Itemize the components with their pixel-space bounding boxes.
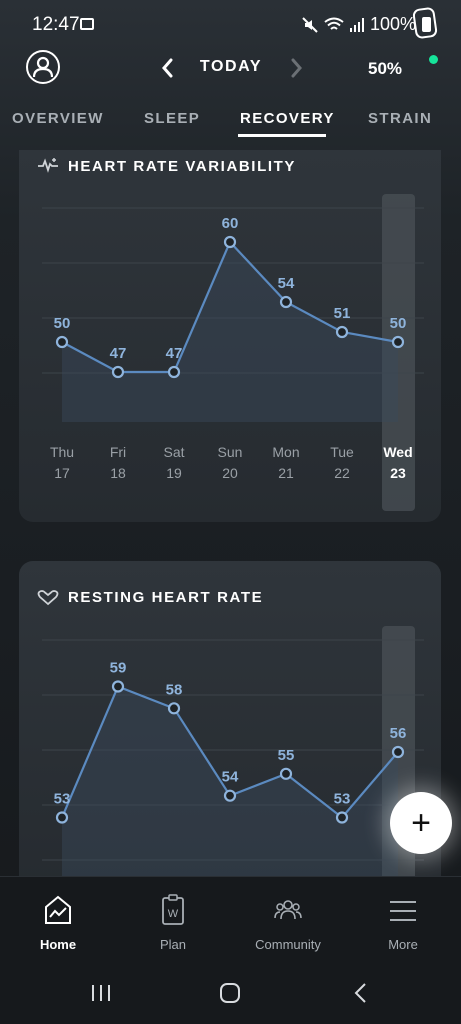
axis-label-sun: Sun 20: [217, 444, 243, 481]
tab-bar: OVERVIEW SLEEP RECOVERY STRAIN: [0, 104, 461, 138]
data-label: 59: [110, 660, 127, 677]
hrv-icon: [38, 158, 58, 173]
community-icon: [274, 900, 302, 920]
rhr-card[interactable]: RESTING HEART RATE 53 59 58 54 55 53 56: [19, 561, 441, 891]
data-point: [223, 789, 237, 802]
data-label: 47: [166, 345, 183, 362]
data-point: [391, 335, 405, 349]
system-nav-bar: [0, 962, 461, 1024]
status-time: 12:47: [32, 14, 80, 35]
tab-overview[interactable]: OVERVIEW: [12, 110, 104, 127]
data-point: [55, 811, 69, 824]
nav-plan-label: Plan: [159, 937, 187, 952]
data-label: 50: [54, 315, 71, 332]
data-label: 54: [278, 275, 295, 292]
data-label: 55: [278, 747, 295, 764]
rhr-chart: 53 59 58 54 55 53 56: [42, 626, 424, 891]
nav-home-label: Home: [39, 937, 77, 952]
profile-icon[interactable]: [26, 50, 60, 84]
axis-label-thu: Thu 17: [49, 444, 75, 481]
data-label: 60: [222, 215, 239, 232]
series-area: [62, 686, 398, 883]
hrv-card[interactable]: HEART RATE VARIABILITY 50 47 47 60 54 51 50 Th…: [19, 150, 441, 522]
nav-plan[interactable]: W Plan: [128, 893, 218, 952]
tab-recovery[interactable]: RECOVERY: [240, 110, 335, 127]
heart-icon: [37, 590, 59, 606]
mute-icon: [302, 16, 318, 33]
data-point: [335, 811, 349, 824]
data-label: 53: [334, 791, 351, 808]
nav-home[interactable]: Home: [13, 893, 103, 952]
data-point: [335, 325, 349, 339]
nav-more[interactable]: More: [358, 893, 448, 952]
tab-sleep[interactable]: SLEEP: [144, 110, 201, 127]
back-icon[interactable]: [350, 982, 372, 1004]
tab-active-indicator: [238, 134, 326, 137]
hrv-chart: 50 47 47 60 54 51 50: [42, 194, 424, 511]
wifi-icon: [324, 17, 344, 30]
plan-icon: W: [162, 894, 184, 925]
data-point: [391, 745, 405, 759]
battery-percent: 100%: [369, 14, 416, 34]
axis-label-fri: Fri 18: [109, 444, 127, 481]
home-chart-icon: [45, 895, 71, 924]
data-point: [111, 680, 125, 693]
data-point: [223, 235, 237, 249]
axis-label-tue: Tue 22: [330, 444, 354, 481]
bottom-nav: Home W Plan Community: [0, 876, 461, 962]
header: TODAY 50%: [0, 44, 461, 94]
data-point: [55, 335, 69, 349]
nav-more-label: More: [388, 937, 418, 952]
data-label: 47: [110, 345, 127, 362]
plan-icon-letter: W: [168, 908, 179, 920]
tab-strain[interactable]: STRAIN: [368, 110, 433, 127]
battery-icon: [422, 17, 431, 32]
axis-label-mon: Mon 21: [272, 444, 300, 481]
data-label: 54: [222, 769, 239, 786]
home-system-icon[interactable]: [219, 982, 241, 1004]
series-area: [62, 242, 398, 422]
data-point: [279, 295, 293, 309]
data-label: 53: [54, 791, 71, 808]
nav-community[interactable]: Community: [243, 893, 333, 952]
menu-icon: [390, 901, 416, 921]
date-label[interactable]: TODAY: [199, 58, 263, 75]
data-label: 56: [390, 725, 407, 742]
strap-icon[interactable]: [412, 6, 438, 40]
selected-day-highlight: [382, 194, 415, 511]
strap-status-dot: [429, 55, 438, 64]
signal-icon: [349, 17, 364, 32]
data-point: [279, 767, 293, 780]
chevron-left-icon[interactable]: [158, 56, 178, 80]
hrv-title: HEART RATE VARIABILITY: [68, 158, 296, 175]
status-icons: 100%: [302, 14, 431, 35]
strap-battery: 50%: [368, 59, 403, 78]
data-label: 50: [390, 315, 407, 332]
chevron-right-icon[interactable]: [286, 56, 306, 80]
add-button[interactable]: +: [390, 792, 452, 854]
gallery-notification-icon: [80, 18, 94, 30]
data-label: 58: [166, 681, 183, 698]
nav-community-label: Community: [255, 937, 321, 952]
data-label: 51: [334, 305, 351, 322]
rhr-title: RESTING HEART RATE: [68, 589, 264, 606]
data-point: [167, 365, 181, 379]
axis-label-wed[interactable]: Wed 23: [383, 444, 413, 481]
recent-apps-icon[interactable]: [90, 982, 112, 1004]
data-point: [111, 365, 125, 379]
data-point: [167, 702, 181, 715]
axis-label-sat: Sat 19: [163, 444, 185, 481]
status-bar: 12:47 100%: [0, 0, 461, 48]
